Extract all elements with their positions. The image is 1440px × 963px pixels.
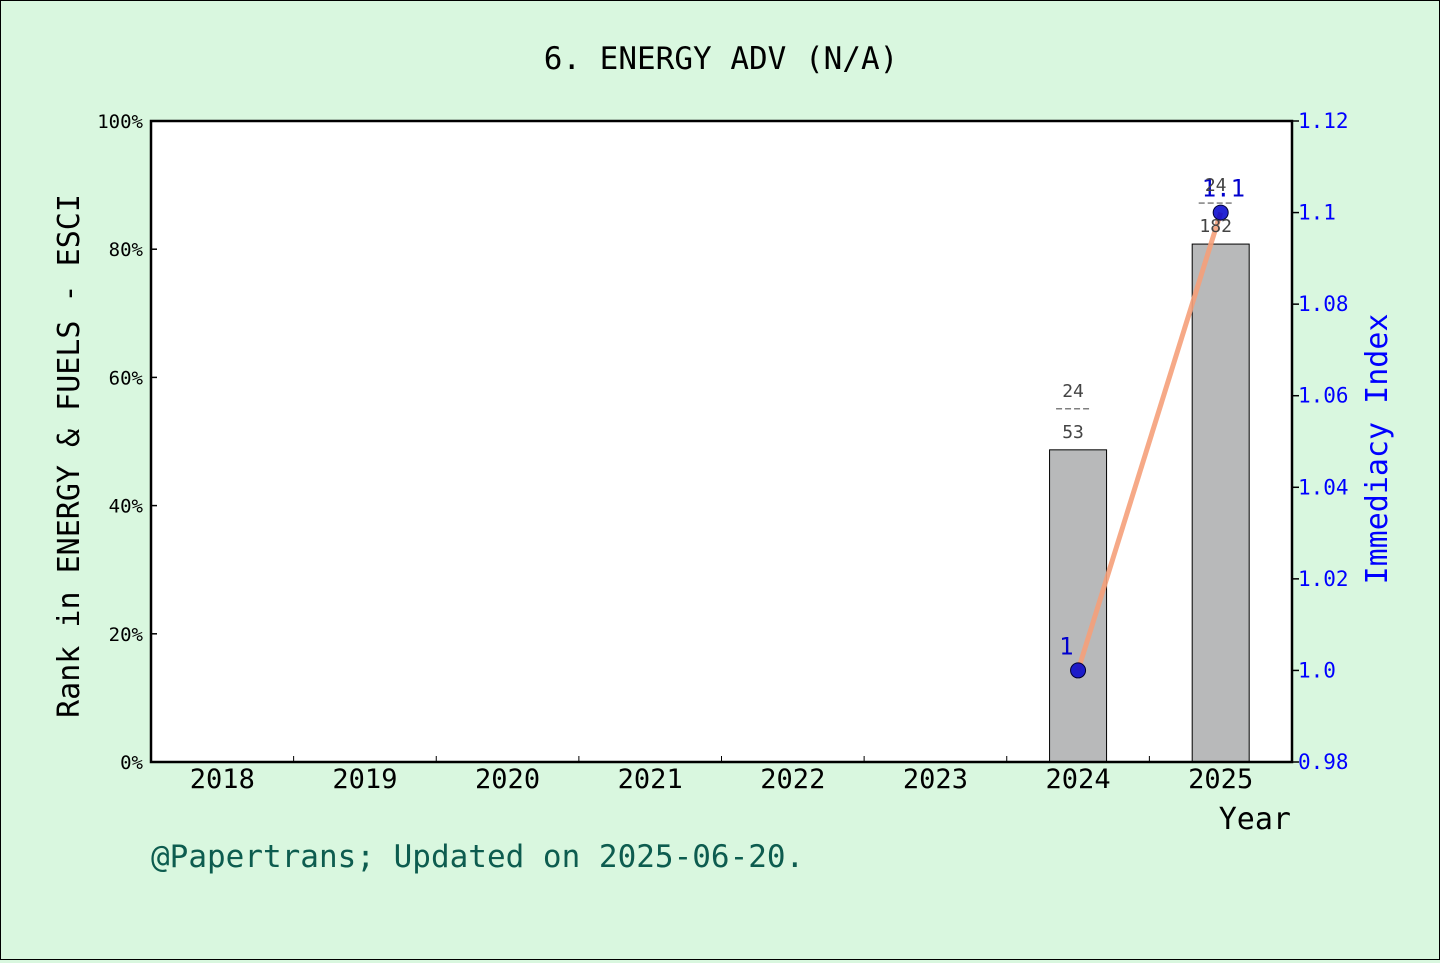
y2-tick-label: 1.1 [1298,201,1336,225]
y2-tick-label: 1.08 [1298,292,1349,316]
y2-tick-label: 1.0 [1298,658,1336,682]
x-tick-label: 2021 [618,764,683,795]
series-point [1070,662,1087,679]
y-tick-label: 80% [109,239,144,261]
y-axis-label: Rank in ENERGY & FUELS - ESCI [52,194,87,718]
y2-tick-label: 0.98 [1298,750,1349,774]
x-tick-label: 2023 [903,764,968,795]
y-tick-label: 40% [109,496,144,518]
bar-label-layer: 24 53 24 182 [1056,175,1233,443]
footer-credit: @Papertrans; Updated on 2025-06-20. [151,839,804,875]
x-tick-label: 2025 [1188,764,1253,795]
bar [1191,243,1250,763]
y-tick-label: 60% [109,367,144,389]
x-tick-label: 2019 [332,764,397,795]
right-axis-ticks: 0.98 1.0 1.02 1.04 1.06 1.08 1.1 1.12 [1292,109,1349,774]
y-tick-label: 100% [97,111,143,133]
y2-tick-label: 1.04 [1298,475,1349,499]
y2-tick-label: 1.02 [1298,567,1349,591]
bar-label-denominator: 53 [1062,422,1084,443]
bar-label-numerator: 24 [1205,175,1227,196]
x-tick-label: 2018 [190,764,255,795]
x-axis-label: Year [1219,802,1291,837]
bar-label-denominator: 182 [1199,216,1232,237]
x-tick-label: 2022 [760,764,825,795]
x-axis-ticks: 2018 2019 2020 2021 2022 2023 2024 2025 [190,756,1253,795]
series-value-label: 1.1 [1202,175,1245,203]
x-tick-label: 2020 [475,764,540,795]
left-axis-ticks: 0% 20% 40% 60% 80% 100% [97,111,157,774]
y-tick-label: 20% [109,624,144,646]
y2-axis-label: Immediacy Index [1360,314,1395,585]
chart-title: 6. ENERGY ADV (N/A) [544,41,899,77]
series-value-label: 1 [1059,632,1073,660]
x-tick-label: 2024 [1046,764,1111,795]
series-point [1212,204,1229,221]
y2-tick-label: 1.06 [1298,384,1349,408]
bar-label-numerator: 24 [1062,381,1084,402]
line-layer: 11.1 [1059,175,1245,679]
y2-tick-label: 1.12 [1298,109,1349,133]
plot-area [151,121,1292,762]
y-tick-label: 0% [120,752,143,774]
series-line [1075,211,1224,672]
